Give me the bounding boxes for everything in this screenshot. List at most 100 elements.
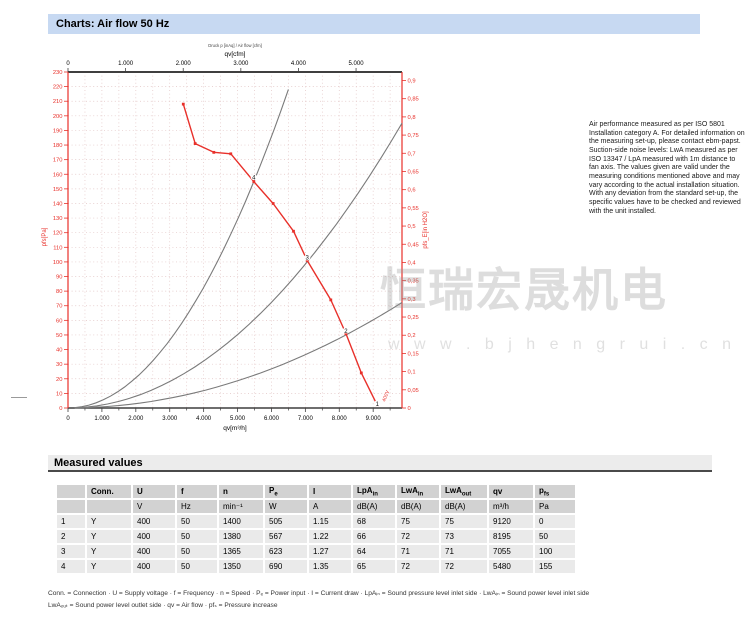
- x-top-tick-label: 1.000: [118, 61, 134, 67]
- table-row: 3 Y 400 50 1365 623 1.27 64 71 71 7055 100: [57, 545, 575, 558]
- y-right-tick-label: 0,45: [408, 242, 419, 248]
- y-left-tick-label: 170: [53, 158, 63, 164]
- table-cell: 50: [177, 515, 217, 528]
- y-left-tick-label: 190: [53, 128, 63, 134]
- table-cell: 505: [265, 515, 307, 528]
- y-right-tick-label: 0,5: [408, 224, 416, 230]
- y-left-tick-label: 230: [53, 70, 63, 76]
- table-row: 2 Y 400 50 1380 567 1.22 66 72 73 8195 50: [57, 530, 575, 543]
- column-header: LwAin: [397, 485, 439, 498]
- y-right-tick-label: 0,75: [408, 133, 419, 139]
- table-cell: 72: [441, 560, 487, 573]
- y-right-tick-label: 0,25: [408, 315, 419, 321]
- column-header: f: [177, 485, 217, 498]
- x-bottom-tick-label: 0: [66, 416, 70, 422]
- table-cell: Y: [87, 545, 131, 558]
- table-cell: 4: [57, 560, 85, 573]
- operating-point-halo: [250, 173, 257, 181]
- page-title-bar: Charts: Air flow 50 Hz: [48, 14, 700, 34]
- y-left-tick-label: 0: [59, 406, 62, 412]
- fan-curve-marker: [212, 150, 216, 154]
- table-cell: 50: [177, 560, 217, 573]
- fan-curve-marker: [181, 102, 185, 106]
- x-bottom-axis-title: qv[m³/h]: [223, 425, 247, 432]
- table-cell: 400: [133, 560, 175, 573]
- y-right-tick-label: 0,6: [408, 188, 416, 194]
- y-right-tick-label: 0: [408, 406, 411, 412]
- column-unit: [87, 500, 131, 513]
- y-left-tick-label: 80: [56, 289, 62, 295]
- table-cell: 1.22: [309, 530, 351, 543]
- y-left-tick-label: 100: [53, 260, 63, 266]
- y-right-axis-title: pfs_E[in H2O]: [423, 211, 429, 249]
- table-cell: 400: [133, 515, 175, 528]
- curve-end-label: 400V: [381, 389, 391, 403]
- table-cell: 690: [265, 560, 307, 573]
- operating-point-halo: [374, 400, 381, 407]
- y-left-tick-label: 20: [56, 377, 62, 383]
- table-cell: 50: [535, 530, 575, 543]
- y-left-tick-label: 120: [53, 231, 63, 237]
- y-right-tick-label: 0,8: [408, 115, 416, 121]
- y-left-tick-label: 130: [53, 216, 63, 222]
- y-right-tick-label: 0,1: [408, 370, 416, 376]
- column-header: Pe: [265, 485, 307, 498]
- table-cell: 3: [57, 545, 85, 558]
- column-header: Conn.: [87, 485, 131, 498]
- y-left-tick-label: 180: [53, 143, 63, 149]
- y-left-tick-label: 40: [56, 348, 62, 354]
- column-unit: Pa: [535, 500, 575, 513]
- x-top-axis-title: qv[cfm]: [225, 51, 246, 58]
- column-unit: [57, 500, 85, 513]
- column-unit: dB(A): [353, 500, 395, 513]
- table-cell: 1380: [219, 530, 263, 543]
- table-footnote-line-2: LwAₒᵤₜ = Sound power level outlet side ·…: [48, 602, 278, 609]
- table-cell: 7055: [489, 545, 533, 558]
- x-bottom-tick-label: 7.000: [298, 416, 314, 422]
- y-left-tick-label: 110: [53, 245, 62, 251]
- x-top-tick-label: 2.000: [176, 61, 192, 67]
- y-left-tick-label: 220: [53, 85, 63, 91]
- system-resistance-curve: [74, 89, 289, 409]
- column-header: n: [219, 485, 263, 498]
- table-cell: 66: [353, 530, 395, 543]
- y-left-tick-label: 90: [56, 275, 62, 281]
- table-cell: 1365: [219, 545, 263, 558]
- measurement-info-text: Air performance measured as per ISO 5801…: [589, 121, 745, 215]
- fan-curve-marker: [271, 202, 275, 205]
- table-cell: 72: [397, 560, 439, 573]
- table-cell: 100: [535, 545, 575, 558]
- x-top-tick-label: 0: [66, 61, 70, 67]
- column-unit: dB(A): [441, 500, 487, 513]
- y-right-tick-label: 0,2: [408, 333, 416, 339]
- y-left-axis-title: pfs[Pa]: [42, 227, 48, 246]
- table-cell: 72: [397, 530, 439, 543]
- table-cell: 68: [353, 515, 395, 528]
- table-cell: 400: [133, 530, 175, 543]
- column-unit: dB(A): [397, 500, 439, 513]
- column-header: qv: [489, 485, 533, 498]
- x-bottom-tick-label: 5.000: [230, 416, 246, 422]
- column-header: [57, 485, 85, 498]
- y-right-tick-label: 0,15: [408, 351, 419, 357]
- table-cell: 623: [265, 545, 307, 558]
- y-right-tick-label: 0,9: [408, 79, 416, 85]
- table-row: 1 Y 400 50 1400 505 1.15 68 75 75 9120 0: [57, 515, 575, 528]
- measured-values-section-bar: Measured values: [48, 455, 712, 472]
- operating-point-halo: [304, 254, 311, 261]
- y-left-tick-label: 30: [56, 362, 62, 368]
- y-right-tick-label: 0,7: [408, 151, 416, 157]
- fan-performance-curve: [182, 103, 378, 406]
- airflow-performance-chart: 0102030405060708090100110120130140150160…: [42, 43, 429, 432]
- measured-values-title: Measured values: [54, 456, 143, 469]
- column-unit: min⁻¹: [219, 500, 263, 513]
- table-cell: 8195: [489, 530, 533, 543]
- table-cell: 71: [397, 545, 439, 558]
- operating-point-label: 3: [306, 256, 310, 262]
- x-top-tick-label: 4.000: [291, 61, 307, 67]
- y-right-tick-label: 0,4: [408, 260, 417, 266]
- table-cell: 5480: [489, 560, 533, 573]
- system-resistance-curve: [74, 302, 403, 409]
- table-cell: 1.27: [309, 545, 351, 558]
- table-cell: 73: [441, 530, 487, 543]
